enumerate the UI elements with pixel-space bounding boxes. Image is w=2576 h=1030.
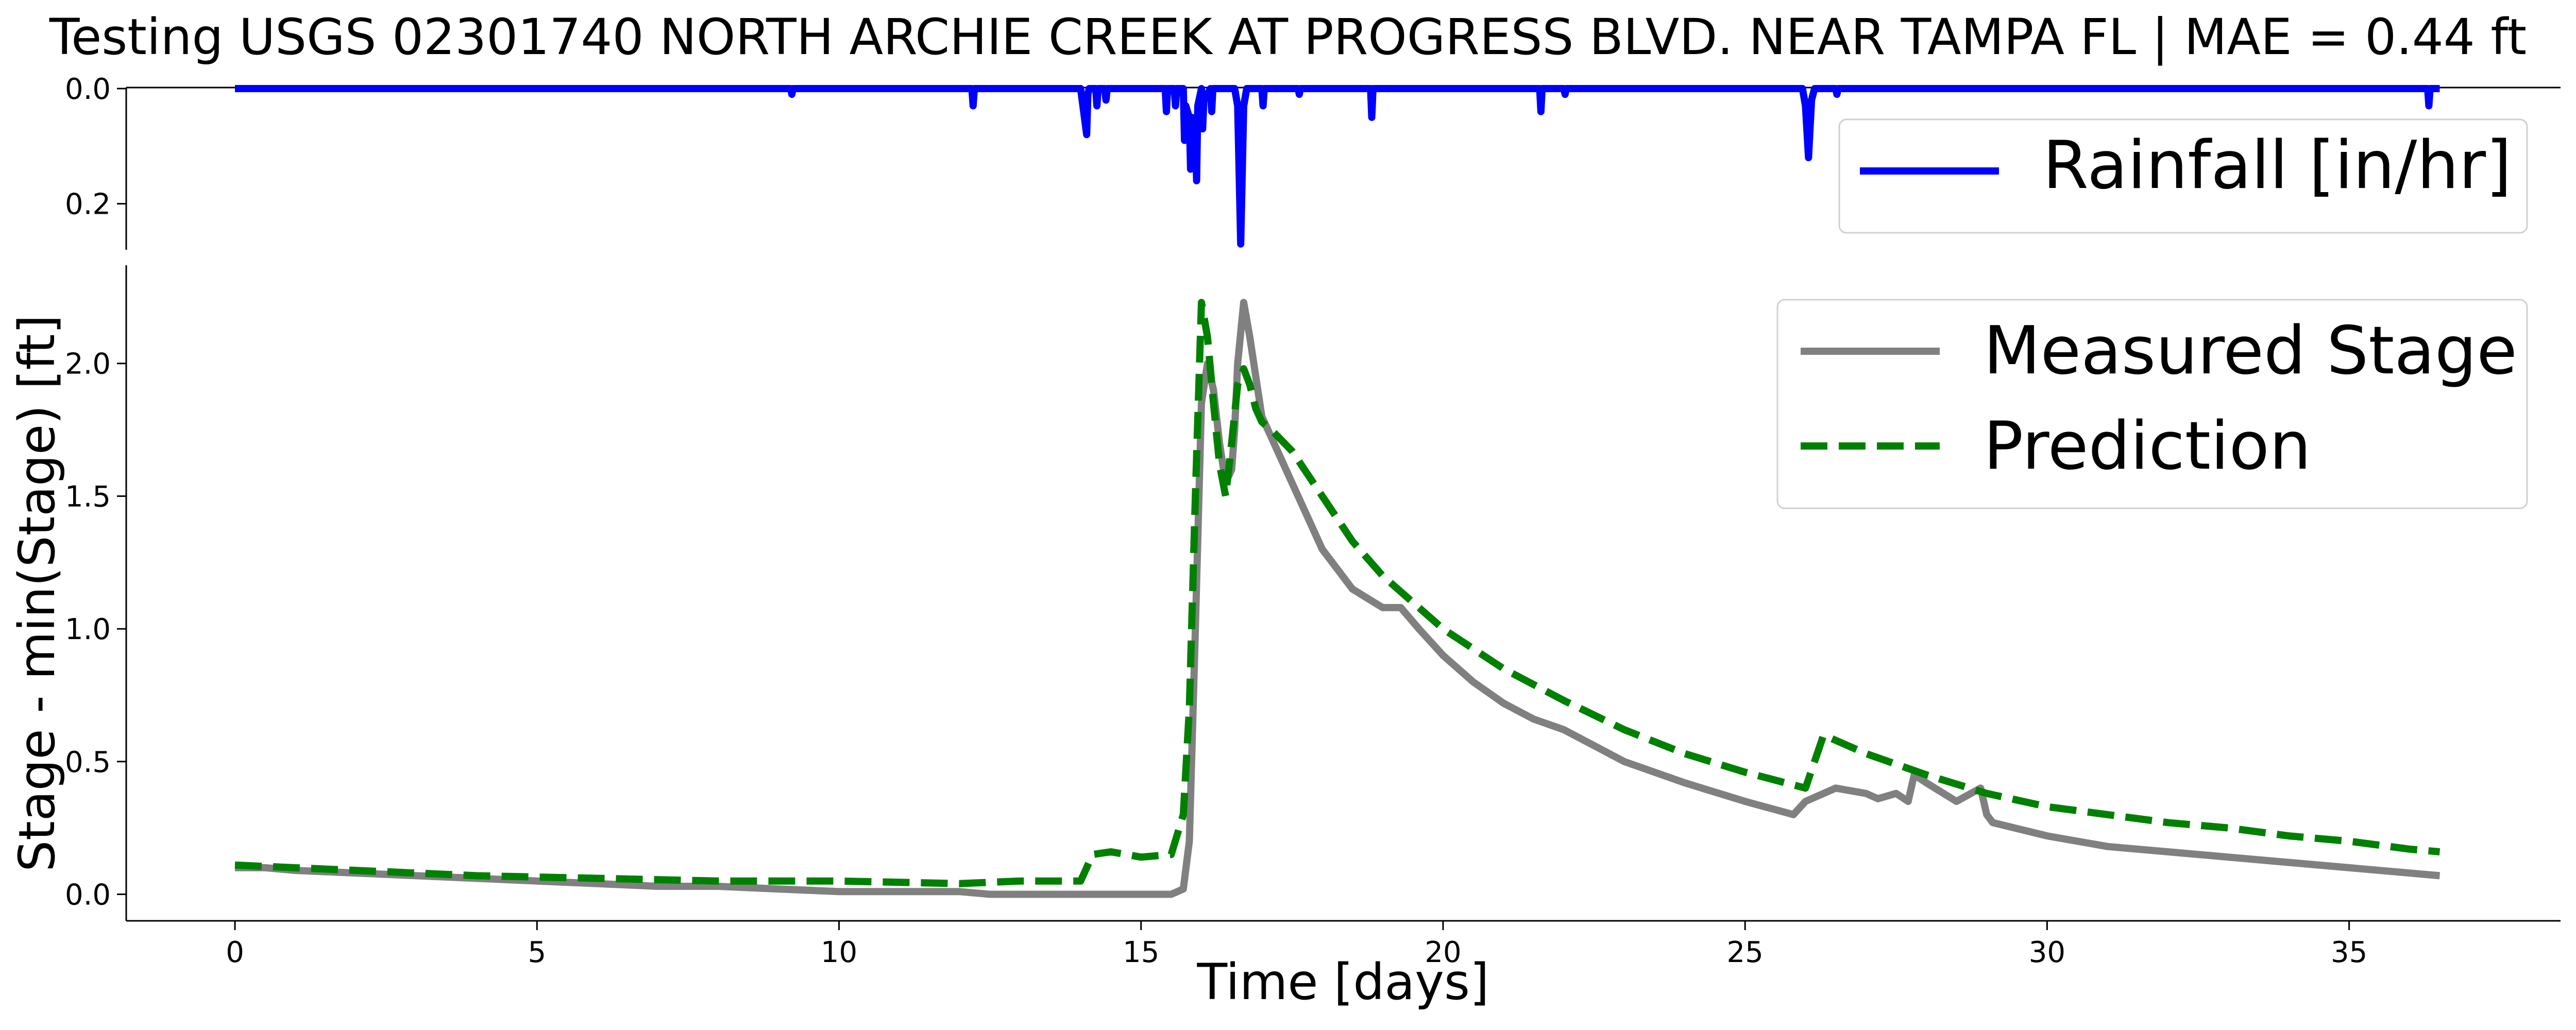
stage-x-tick-label: 30	[2029, 936, 2065, 969]
prediction-line	[234, 299, 2441, 887]
stage-legend-frame	[1776, 299, 2528, 509]
rainfall-y-tick-label: 0.2	[65, 188, 111, 221]
stage-x-tick-label: 25	[1727, 936, 1764, 969]
stage-x-tick-label: 35	[2331, 936, 2367, 969]
stage-y-tick-label: 0.5	[65, 746, 111, 779]
chart-title: Testing USGS 02301740 NORTH ARCHIE CREEK…	[49, 8, 2527, 66]
rainfall-legend-label: Rainfall [in/hr]	[2043, 127, 2512, 204]
stage-y-tick-label: 2.0	[65, 348, 111, 381]
stage-x-tick-label: 0	[226, 936, 244, 969]
stage-x-tick-label: 15	[1123, 936, 1159, 969]
stage-lines	[234, 299, 2441, 898]
stage-legend-label-measured: Measured Stage	[1984, 313, 2517, 389]
rainfall-series-line	[235, 85, 2440, 248]
rainfall-y-ticks: 0.0 0.2	[65, 73, 126, 221]
stage-axes	[125, 265, 2561, 922]
stage-y-tick-label: 1.5	[65, 480, 111, 513]
stage-x-axis-label: Time [days]	[1197, 953, 1489, 1011]
stage-legend: Measured Stage Prediction	[1776, 299, 2528, 509]
measured-stage-line	[235, 299, 2441, 898]
stage-x-tick-label: 5	[528, 936, 546, 969]
stage-panel: 0.0 0.5 1.0 1.5 2.0 0 5 10 15 20 25 30 35 Stage - m…	[8, 265, 2561, 1011]
stage-y-axis-label: Stage - min(Stage) [ft]	[8, 315, 66, 872]
rainfall-legend: Rainfall [in/hr]	[1838, 118, 2528, 234]
stage-y-ticks: 0.0 0.5 1.0 1.5 2.0	[65, 348, 126, 912]
stage-x-tick-label: 10	[821, 936, 857, 969]
rainfall-panel: 0.0 0.2 Rainfall [in/hr]	[65, 73, 2561, 250]
rainfall-legend-frame	[1838, 118, 2528, 234]
stage-x-ticks: 0 5 10 15 20 25 30 35	[226, 921, 2367, 969]
rainfall-lines	[235, 85, 2440, 248]
stage-y-tick-label: 1.0	[65, 613, 111, 646]
stage-y-tick-label: 0.0	[65, 878, 111, 912]
stage-x-tick-label: 20	[1425, 936, 1461, 969]
stage-legend-label-prediction: Prediction	[1984, 408, 2311, 485]
rainfall-y-tick-label: 0.0	[65, 73, 111, 106]
